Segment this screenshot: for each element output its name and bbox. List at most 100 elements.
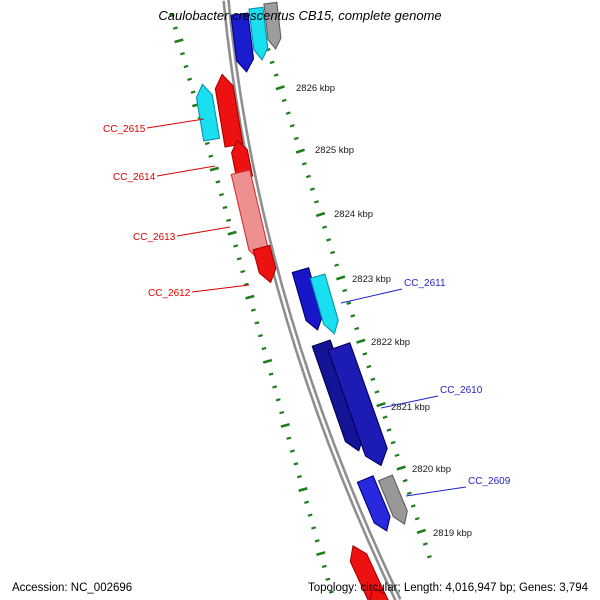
leader-line: [405, 486, 467, 497]
major-tick-mark: [275, 85, 285, 91]
gene-label-CC_2612[interactable]: CC_2612: [148, 288, 191, 299]
minor-tick-mark: [382, 415, 388, 420]
major-tick-mark: [316, 551, 326, 557]
gene-arrow-cc2615-cyan[interactable]: [194, 83, 221, 142]
major-tick-mark: [245, 294, 255, 300]
minor-tick-mark: [301, 162, 307, 166]
minor-tick-mark: [406, 491, 412, 496]
minor-tick-mark: [307, 513, 313, 517]
genome-axis-strand: [227, 0, 402, 600]
major-tick-mark: [315, 211, 326, 218]
minor-tick-mark: [215, 180, 221, 184]
minor-tick-mark: [328, 590, 334, 594]
minor-tick-mark: [326, 238, 332, 242]
status-bar: Accession: NC_002696 Topology: circular;…: [0, 582, 600, 594]
gene-arrow-top-2[interactable]: [248, 6, 269, 61]
major-tick-mark: [416, 528, 426, 534]
position-label: 2825 kbp: [315, 145, 354, 156]
minor-tick-mark: [289, 449, 295, 453]
major-tick-mark: [396, 465, 406, 471]
gene-arrow-cc2612[interactable]: [252, 244, 279, 284]
minor-tick-mark: [243, 282, 249, 287]
minor-tick-mark: [269, 60, 275, 65]
gene-arrow-top-1[interactable]: [230, 12, 255, 73]
gene-label-CC_2611[interactable]: CC_2611: [404, 278, 446, 289]
minor-tick-mark: [293, 462, 299, 466]
minor-tick-mark: [296, 475, 302, 479]
minor-tick-mark: [325, 577, 331, 581]
minor-tick-mark: [279, 410, 285, 415]
gene-arrow-cc2611-blue[interactable]: [291, 267, 325, 332]
minor-tick-mark: [304, 500, 310, 504]
gene-label-CC_2614[interactable]: CC_2614: [113, 172, 156, 183]
minor-tick-mark: [322, 225, 328, 229]
leader-line: [176, 226, 231, 237]
minor-tick-mark: [330, 250, 336, 255]
minor-tick-mark: [268, 372, 274, 376]
minor-tick-mark: [273, 73, 279, 77]
minor-tick-mark: [289, 124, 295, 128]
gene-arrow-top-3[interactable]: [263, 1, 282, 50]
position-label: 2821 kbp: [391, 402, 430, 413]
leader-line: [191, 284, 250, 293]
minor-tick-mark: [204, 141, 210, 146]
minor-tick-mark: [208, 154, 214, 158]
minor-tick-mark: [272, 385, 278, 389]
major-tick-mark: [174, 38, 184, 44]
minor-tick-mark: [342, 288, 348, 293]
minor-tick-mark: [422, 542, 428, 546]
minor-tick-mark: [309, 187, 315, 191]
minor-tick-mark: [179, 52, 185, 56]
minor-tick-mark: [426, 554, 432, 559]
position-label: 2824 kbp: [334, 209, 373, 220]
gene-arrow-cc2609-gray[interactable]: [377, 474, 412, 527]
minor-tick-mark: [334, 263, 340, 267]
minor-tick-mark: [386, 428, 392, 432]
minor-tick-mark: [293, 136, 299, 141]
minor-tick-mark: [257, 334, 263, 338]
minor-tick-mark: [390, 440, 396, 445]
gene-label-CC_2613[interactable]: CC_2613: [133, 232, 176, 243]
minor-tick-mark: [305, 174, 311, 179]
gene-arrow-cc2609-blue[interactable]: [356, 475, 394, 534]
minor-tick-mark: [190, 90, 196, 94]
page-title: Caulobacter crescentus CB15, complete ge…: [158, 8, 442, 23]
minor-tick-mark: [218, 193, 224, 197]
leader-line: [380, 395, 439, 409]
gene-arrow-bottom-2[interactable]: [365, 583, 400, 600]
major-tick-mark: [356, 338, 366, 344]
major-tick-mark: [209, 166, 220, 172]
minor-tick-mark: [281, 98, 287, 103]
gene-label-CC_2609[interactable]: CC_2609: [468, 476, 511, 487]
major-tick-mark: [295, 148, 306, 154]
minor-tick-mark: [183, 64, 189, 69]
genome-axis-strand: [222, 0, 397, 600]
minor-tick-mark: [374, 390, 380, 394]
gene-arrow-cc2610-b[interactable]: [327, 342, 392, 469]
gene-arrow-cc2611-cyan[interactable]: [309, 273, 341, 336]
major-tick-mark: [298, 487, 308, 492]
leader-line: [340, 288, 403, 304]
minor-tick-mark: [354, 326, 360, 331]
minor-tick-mark: [410, 504, 416, 508]
minor-tick-mark: [414, 516, 420, 521]
position-label: 2823 kbp: [352, 274, 391, 285]
minor-tick-mark: [240, 269, 246, 274]
minor-tick-mark: [311, 526, 317, 530]
minor-tick-mark: [172, 26, 178, 30]
position-label: 2819 kbp: [433, 528, 472, 539]
major-tick-mark: [227, 230, 237, 236]
gene-label-CC_2610[interactable]: CC_2610: [440, 385, 483, 396]
minor-tick-mark: [346, 301, 352, 305]
major-tick-mark: [262, 358, 273, 364]
leader-line: [156, 165, 216, 177]
major-tick-mark: [335, 275, 346, 281]
leader-line: [146, 118, 205, 129]
minor-tick-mark: [222, 205, 228, 210]
position-label: 2822 kbp: [371, 337, 410, 348]
gene-label-CC_2615[interactable]: CC_2615: [103, 124, 146, 135]
genome-info-text: Topology: circular; Length: 4,016,947 bp…: [307, 582, 588, 594]
major-tick-mark: [280, 422, 290, 428]
minor-tick-mark: [254, 321, 260, 325]
